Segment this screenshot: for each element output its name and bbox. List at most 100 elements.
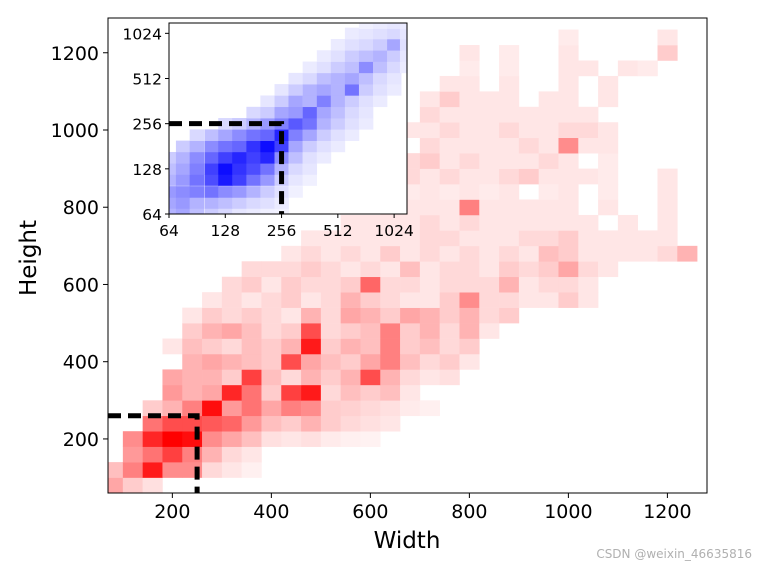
heatmap-cell xyxy=(419,153,440,169)
inset-heatmap-cell xyxy=(260,95,275,108)
heatmap-cell xyxy=(261,400,282,417)
heatmap-cell xyxy=(301,431,322,447)
heatmap-cell xyxy=(281,338,302,355)
inset-heatmap-cell xyxy=(260,151,275,164)
heatmap-cell xyxy=(400,369,421,386)
inset-heatmap-cell xyxy=(204,140,219,153)
heatmap-cell xyxy=(380,415,401,432)
inset-heatmap-cell xyxy=(260,118,275,130)
heatmap-cell xyxy=(380,384,401,401)
inset-heatmap-cell xyxy=(288,72,303,85)
heatmap-cell xyxy=(598,184,619,200)
inset-heatmap-cell xyxy=(330,106,346,119)
inset-heatmap-cell xyxy=(344,38,360,51)
heatmap-cell xyxy=(459,153,480,169)
inset-heatmap-cell xyxy=(330,129,346,141)
heatmap-cell xyxy=(281,415,302,432)
heatmap-cell xyxy=(261,353,282,370)
heatmap-cell xyxy=(122,462,143,478)
heatmap-cell xyxy=(261,307,282,324)
inset-heatmap-cell xyxy=(288,163,303,175)
heatmap-cell xyxy=(499,60,520,77)
heatmap-cell xyxy=(340,338,361,355)
heatmap-cell xyxy=(578,168,599,185)
heatmap-cell xyxy=(459,261,480,278)
heatmap-cell xyxy=(538,153,559,169)
heatmap-cell xyxy=(439,91,460,108)
heatmap-cell xyxy=(598,261,619,278)
heatmap-cell xyxy=(419,122,440,139)
inset-heatmap-cell xyxy=(288,151,303,164)
inset-heatmap-cell xyxy=(316,72,332,85)
heatmap-cell xyxy=(162,384,183,401)
heatmap-cell xyxy=(142,431,163,447)
inset-heatmap-cell xyxy=(288,118,303,130)
heatmap-cell xyxy=(499,122,520,139)
heatmap-cell xyxy=(479,199,500,216)
heatmap-cell xyxy=(301,400,322,417)
main-axes: 200 400 600 800 1000 1200 200 400 600 800 1000 1200 xyxy=(51,43,692,523)
inset-axes: 64 128 256 512 1024 64 128 256 512 1024 xyxy=(123,25,414,240)
heatmap-cell xyxy=(281,292,302,308)
heatmap-cell xyxy=(439,292,460,308)
inset-heatmap-cell xyxy=(288,174,303,186)
heatmap-cell xyxy=(479,153,500,169)
heatmap-cell xyxy=(419,276,440,293)
inset-heatmap-cell xyxy=(344,129,360,141)
inset-heatmap-cell xyxy=(246,208,261,215)
heatmap-cell xyxy=(419,199,440,216)
heatmap-cell xyxy=(182,307,203,324)
heatmap-cell xyxy=(419,214,440,231)
inset-y-tick-label: 512 xyxy=(132,71,162,89)
inset-heatmap-cell xyxy=(175,151,191,164)
inset-y-tick-label: 64 xyxy=(142,206,162,224)
heatmap-cell xyxy=(400,261,421,278)
heatmap-cell xyxy=(122,446,143,463)
heatmap-cell xyxy=(598,75,619,92)
heatmap-cell xyxy=(221,276,242,293)
heatmap-cell xyxy=(380,245,401,262)
inset-heatmap-cell xyxy=(288,129,303,141)
heatmap-cell xyxy=(439,122,460,139)
heatmap-cell xyxy=(617,60,638,77)
heatmap-cell xyxy=(360,431,381,447)
inset-heatmap-cell xyxy=(330,38,346,51)
heatmap-cell xyxy=(221,307,242,324)
heatmap-cell xyxy=(182,338,203,355)
heatmap-cell xyxy=(459,323,480,339)
heatmap-cell xyxy=(281,369,302,386)
inset-x-tick-label: 1024 xyxy=(374,222,413,240)
heatmap-cell xyxy=(380,292,401,308)
heatmap-cell xyxy=(459,199,480,216)
heatmap-cell xyxy=(459,214,480,231)
inset-heatmap-cell xyxy=(274,84,289,96)
inset-heatmap-cell xyxy=(204,197,219,209)
inset-heatmap-cell xyxy=(175,186,191,198)
heatmap-cell xyxy=(221,369,242,386)
heatmap-cell xyxy=(108,477,124,494)
heatmap-cell xyxy=(380,323,401,339)
heatmap-cell xyxy=(261,431,282,447)
x-tick-label: 1200 xyxy=(643,501,691,523)
heatmap-cell xyxy=(380,369,401,386)
heatmap-cell xyxy=(578,292,599,308)
heatmap-cell xyxy=(538,230,559,247)
heatmap-cell xyxy=(439,106,460,123)
heatmap-cell xyxy=(479,276,500,293)
inset-y-tick-label: 128 xyxy=(132,161,162,179)
heatmap-cell xyxy=(459,292,480,308)
inset-heatmap-cell xyxy=(204,129,219,141)
heatmap-cell xyxy=(598,153,619,169)
heatmap-cell xyxy=(499,307,520,324)
heatmap-cell xyxy=(479,137,500,154)
heatmap-cell xyxy=(439,137,460,154)
heatmap-cell xyxy=(558,91,579,108)
heatmap-cell xyxy=(122,477,143,494)
heatmap-cell xyxy=(459,307,480,324)
inset-heatmap-cell xyxy=(344,106,360,119)
heatmap-cell xyxy=(360,338,381,355)
heatmap-cell xyxy=(202,431,223,447)
inset-heatmap-cell xyxy=(399,50,408,62)
inset-heatmap-cell xyxy=(316,61,332,74)
heatmap-cell xyxy=(241,292,262,308)
